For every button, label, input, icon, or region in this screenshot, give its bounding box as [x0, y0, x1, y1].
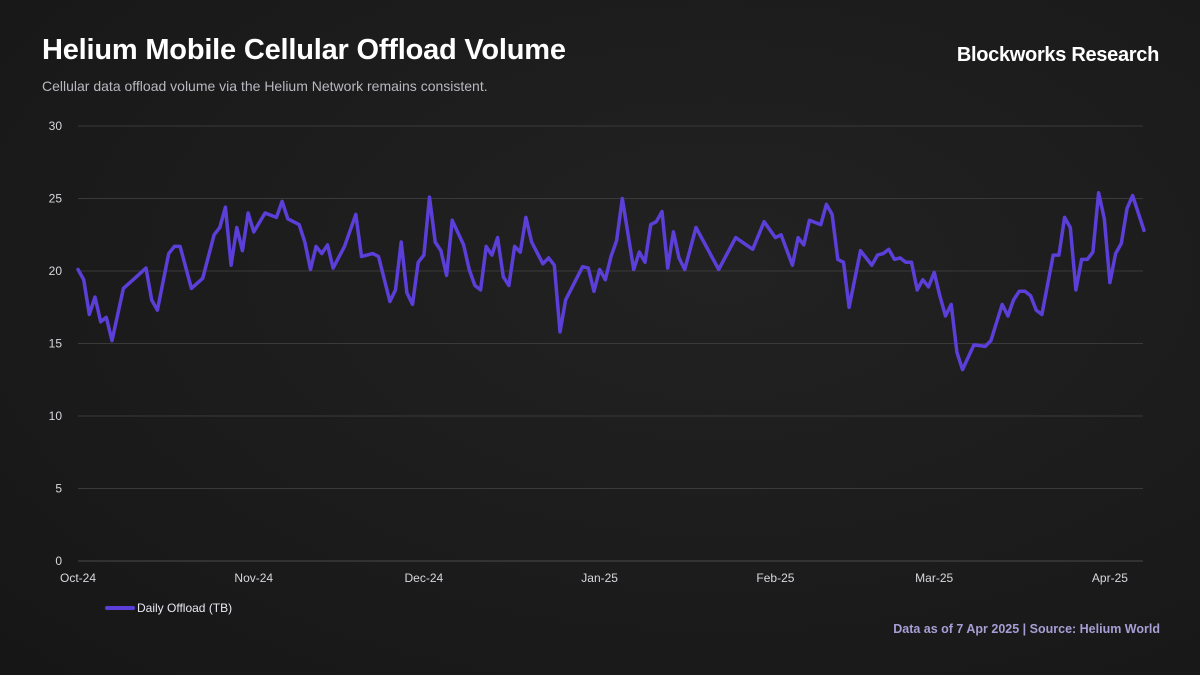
chart-subtitle: Cellular data offload volume via the Hel…	[42, 78, 488, 94]
y-tick-label: 5	[55, 482, 62, 496]
y-tick-label: 30	[49, 119, 63, 133]
x-tick-label: Dec-24	[405, 571, 444, 585]
x-tick-label: Nov-24	[234, 571, 273, 585]
legend-label: Daily Offload (TB)	[137, 601, 233, 615]
x-tick-label: Mar-25	[915, 571, 953, 585]
legend: Daily Offload (TB)	[105, 601, 232, 615]
y-tick-label: 10	[49, 409, 63, 423]
x-tick-label: Feb-25	[756, 571, 794, 585]
x-tick-label: Oct-24	[60, 571, 96, 585]
y-tick-label: 20	[49, 264, 63, 278]
series-line-daily-offload	[76, 190, 1146, 372]
x-tick-label: Jan-25	[581, 571, 618, 585]
x-tick-label: Apr-25	[1092, 571, 1128, 585]
legend-swatch	[105, 606, 135, 610]
brand-logo: Blockworks Research	[956, 44, 1159, 66]
y-tick-label: 15	[49, 337, 63, 351]
chart-title: Helium Mobile Cellular Offload Volume	[42, 34, 566, 66]
source-note: Data as of 7 Apr 2025 | Source: Helium W…	[893, 622, 1160, 636]
y-tick-label: 0	[55, 554, 62, 568]
y-tick-label: 25	[49, 192, 63, 206]
